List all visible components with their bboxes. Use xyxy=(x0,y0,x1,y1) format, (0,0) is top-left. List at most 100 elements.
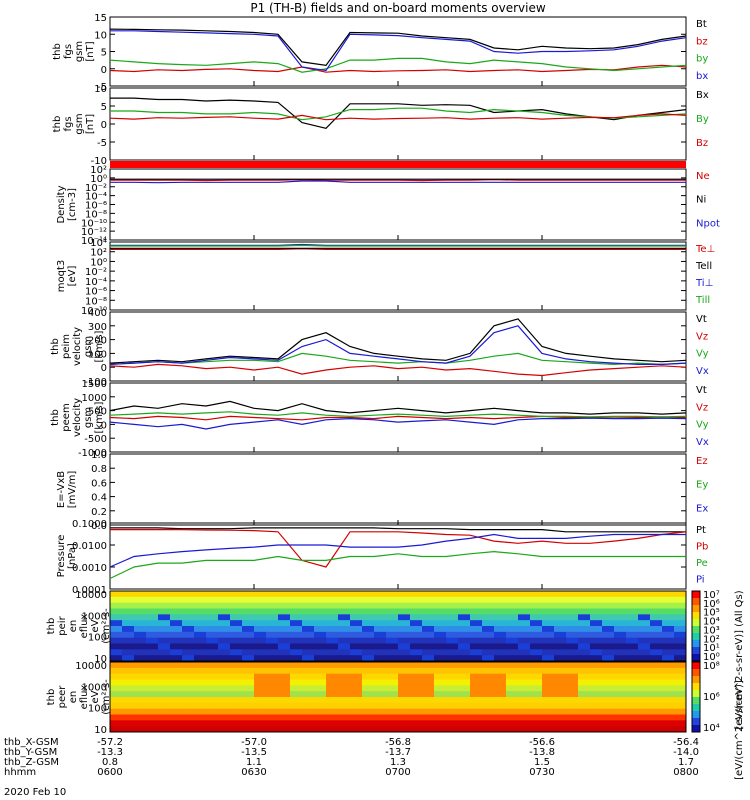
spectrogram-cell xyxy=(110,702,123,710)
spectrogram-cell xyxy=(242,720,255,727)
spectrogram-cell xyxy=(134,685,147,692)
spectrogram-cell xyxy=(506,673,519,680)
spectrogram-cell xyxy=(602,691,615,698)
spectrogram-cell xyxy=(242,649,255,656)
spectrogram-cell xyxy=(182,637,195,644)
spectrogram-cell xyxy=(398,726,411,733)
spectrogram-cell xyxy=(158,637,171,644)
spectrogram-cell xyxy=(530,720,543,727)
spectrogram-cell xyxy=(182,667,195,675)
spectrogram-cell xyxy=(422,643,435,650)
spectrogram-cell xyxy=(266,679,279,686)
spectrogram-cell xyxy=(530,608,543,615)
spectrogram-cell xyxy=(206,643,219,650)
spectrogram-cell xyxy=(638,720,651,727)
spectrogram-cell xyxy=(278,708,291,715)
spectrogram-cell xyxy=(530,679,543,686)
spectrogram-cell xyxy=(206,620,219,627)
spectrogram-cell xyxy=(554,685,567,692)
spectrogram-cell xyxy=(566,702,579,710)
spectrogram-cell xyxy=(170,649,183,656)
spectrogram-cell xyxy=(158,697,171,704)
spectrogram-cell xyxy=(278,714,291,721)
spectrogram-cell xyxy=(302,679,315,686)
spectrogram-cell xyxy=(110,602,123,609)
spectrogram-cell xyxy=(614,608,627,615)
spectrogram-cell xyxy=(590,720,603,727)
spectrogram-cell xyxy=(302,697,315,704)
spectrogram-cell xyxy=(110,643,123,650)
spectrogram-cell xyxy=(638,626,651,633)
spectrogram-cell xyxy=(362,662,375,669)
spectrogram-cell xyxy=(626,614,639,621)
spectrogram-cell xyxy=(590,608,603,615)
spectrogram-cell xyxy=(638,685,651,692)
spectrogram-cell xyxy=(578,667,591,675)
spectrogram-cell xyxy=(122,614,135,621)
xaxis-value: -13.3 xyxy=(97,747,123,758)
spectrogram-cell xyxy=(338,662,351,669)
spectrogram-cell xyxy=(146,673,159,680)
series-line-pressure-pe xyxy=(109,550,686,580)
spectrogram-cell xyxy=(398,649,411,656)
spectrogram-cell xyxy=(614,685,627,692)
spectrogram-cell xyxy=(638,691,651,698)
spectrogram-cell xyxy=(314,631,327,639)
spectrogram-cell xyxy=(122,596,135,604)
spectrogram-cell xyxy=(434,620,447,627)
spectrogram-cell xyxy=(134,697,147,704)
spectrogram-cell xyxy=(146,637,159,644)
spectrogram-cell xyxy=(146,643,159,650)
spectrogram-cell xyxy=(266,726,279,733)
spectrogram-cell xyxy=(458,631,471,639)
spectrogram-cell xyxy=(122,685,135,692)
spectrogram-cell xyxy=(242,673,255,680)
spectrogram-cell xyxy=(446,726,459,733)
panel-frame-fgs-components xyxy=(109,87,687,161)
spectrogram-cell xyxy=(530,655,543,662)
spectrogram-cell xyxy=(398,608,411,615)
spectrogram-cell xyxy=(302,602,315,609)
spectrogram-cell xyxy=(662,708,675,715)
spectrogram-cell xyxy=(278,726,291,733)
spectrogram-cell xyxy=(302,631,315,639)
spectrogram-cell xyxy=(326,637,339,644)
colorbar-swatch xyxy=(692,619,700,627)
spectrogram-cell xyxy=(494,649,507,656)
spectrogram-cell xyxy=(242,596,255,604)
spectrogram-cell xyxy=(578,655,591,662)
spectrogram-cell xyxy=(482,631,495,639)
spectrogram-cell xyxy=(194,620,207,627)
spectrogram-cell xyxy=(494,697,507,704)
spectrogram-cell xyxy=(158,631,171,639)
spectrogram-cell xyxy=(350,726,363,733)
spectrogram-cell xyxy=(182,626,195,633)
spectrogram-cell xyxy=(122,655,135,662)
xaxis-value: 0800 xyxy=(673,767,698,778)
spectrogram-cell xyxy=(650,591,663,598)
spectrogram-cell xyxy=(266,643,279,650)
spectrogram-cell xyxy=(638,620,651,627)
spectrogram-cell xyxy=(434,596,447,604)
spectrogram-cell xyxy=(386,602,399,609)
series-line-ion-velocity-vy xyxy=(109,352,687,366)
spectrogram-cell xyxy=(206,649,219,656)
spectrogram-cell xyxy=(242,591,255,598)
spectrogram-cell xyxy=(578,649,591,656)
spectrogram-cell xyxy=(410,667,423,675)
spectrogram-cell xyxy=(434,626,447,633)
spectrogram-cell xyxy=(458,602,471,609)
spectrogram-cell xyxy=(554,702,567,710)
spectrogram-cell xyxy=(362,714,375,721)
colorbar-swatch xyxy=(692,633,700,641)
xaxis-row-label: hhmm xyxy=(4,767,36,778)
spectrogram-cell xyxy=(566,697,579,704)
ytick-label: 10⁻¹² xyxy=(81,227,107,238)
spectrogram-cell xyxy=(218,726,231,733)
spectrogram-cell xyxy=(290,691,303,698)
ylabel-line: peir xyxy=(57,615,68,635)
ytick-label: 0.0 xyxy=(91,521,107,532)
spectrogram-cell xyxy=(134,631,147,639)
spectrogram-cell xyxy=(338,691,351,698)
